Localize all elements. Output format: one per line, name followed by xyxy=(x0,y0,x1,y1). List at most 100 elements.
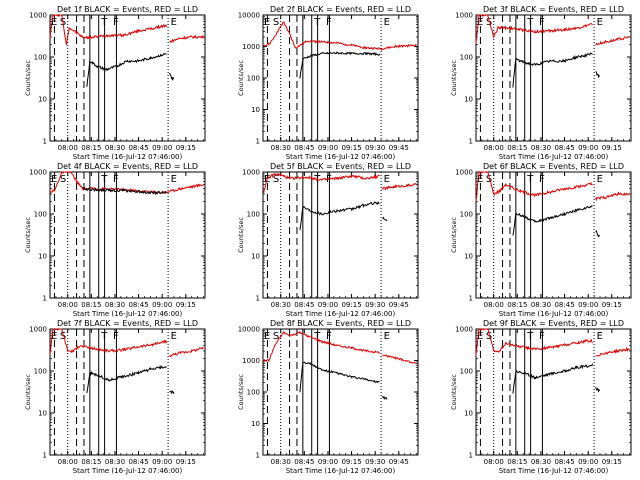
y-tick-label: 10 xyxy=(464,410,473,418)
y-axis-label: Counts/sec xyxy=(237,217,245,253)
plot-frame xyxy=(262,14,419,142)
series-line-lld xyxy=(595,191,630,202)
region-label: S xyxy=(486,331,492,342)
x-tick-label: 09:00 xyxy=(152,301,172,309)
x-tick-label: 09:00 xyxy=(318,301,338,309)
region-label: T xyxy=(526,17,534,28)
y-tick-label: 1000 xyxy=(29,12,47,20)
series-line-lld xyxy=(475,171,593,202)
x-tick-label: 08:30 xyxy=(105,301,125,309)
series-line-events xyxy=(299,51,381,79)
region-label: S xyxy=(60,331,66,342)
x-tick-label: 08:45 xyxy=(294,301,314,309)
x-tick-label: 08:30 xyxy=(531,301,551,309)
region-label: E xyxy=(384,331,390,342)
chart-panel-3: Det 3f BLACK = Events, RED = LLD 1 10 100 10… xyxy=(450,5,632,161)
series-line-events xyxy=(512,52,593,88)
chart-title: Det 8f BLACK = Events, RED = LLD xyxy=(270,319,411,328)
x-tick-label: 09:00 xyxy=(578,144,598,152)
series-line-events xyxy=(382,395,388,400)
chart-title: Det 7f BLACK = Events, RED = LLD xyxy=(57,319,198,328)
region-label: S xyxy=(486,174,492,185)
x-tick-label: 08:30 xyxy=(271,458,291,466)
chart-panel-4: Det 4f BLACK = Events, RED = LLD 1 10 100 10… xyxy=(24,162,206,318)
x-tick-label: 08:00 xyxy=(58,144,78,152)
series-line-events xyxy=(82,187,167,196)
x-tick-label: 09:15 xyxy=(602,301,622,309)
chart-title: Det 5f BLACK = Events, RED = LLD xyxy=(270,162,411,171)
y-tick-label: 1 xyxy=(256,452,260,460)
x-axis-label: Start Time (16-Jul-12 07:46:00) xyxy=(73,153,183,161)
y-axis-label: Counts/sec xyxy=(237,374,245,410)
series-line-events xyxy=(595,71,601,79)
x-tick-label: 09:15 xyxy=(176,458,196,466)
plot-frame xyxy=(475,328,632,456)
series-line-lld xyxy=(382,354,417,365)
region-label: T xyxy=(526,174,534,185)
series-line-lld xyxy=(475,328,593,356)
y-tick-label: 10 xyxy=(38,253,47,261)
x-tick-label: 09:00 xyxy=(152,144,172,152)
x-tick-label: 09:15 xyxy=(602,144,622,152)
y-axis-label: Counts/sec xyxy=(24,217,32,253)
y-tick-label: 100 xyxy=(460,368,473,376)
plot-frame xyxy=(49,14,206,142)
x-tick-label: 09:00 xyxy=(318,458,338,466)
y-tick-label: 100 xyxy=(34,211,47,219)
y-tick-label: 10 xyxy=(251,420,260,428)
series-line-events xyxy=(299,201,380,231)
x-tick-label: 09:15 xyxy=(341,458,361,466)
x-tick-label: 08:15 xyxy=(507,301,527,309)
y-tick-label: 100 xyxy=(34,54,47,62)
region-label: E xyxy=(51,174,57,185)
region-label: E xyxy=(597,331,603,342)
x-tick-label: 08:00 xyxy=(484,301,504,309)
series-line-lld xyxy=(169,34,204,44)
region-label: E xyxy=(51,331,57,342)
plot-frame xyxy=(475,14,632,142)
plot-frame xyxy=(49,171,206,299)
y-tick-label: 10 xyxy=(251,106,260,114)
x-tick-label: 09:00 xyxy=(318,144,338,152)
y-tick-label: 1000 xyxy=(455,12,473,20)
chart-title: Det 9f BLACK = Events, RED = LLD xyxy=(483,319,624,328)
y-tick-label: 10000 xyxy=(238,12,260,20)
x-tick-label: 08:00 xyxy=(484,458,504,466)
plot-frame xyxy=(475,171,632,299)
x-tick-label: 09:45 xyxy=(389,458,409,466)
y-tick-label: 1 xyxy=(43,138,47,146)
region-label: E xyxy=(171,17,177,28)
x-tick-label: 08:45 xyxy=(128,144,148,152)
region-label: T xyxy=(100,174,108,185)
chart-title: Det 6f BLACK = Events, RED = LLD xyxy=(483,162,624,171)
x-tick-label: 08:15 xyxy=(507,458,527,466)
series-line-lld xyxy=(49,328,168,355)
y-axis-label: Counts/sec xyxy=(24,60,32,96)
y-tick-label: 10 xyxy=(38,410,47,418)
y-tick-label: 1000 xyxy=(455,169,473,177)
region-label: E xyxy=(51,17,57,28)
series-line-events xyxy=(512,363,594,394)
x-tick-label: 09:30 xyxy=(365,144,385,152)
region-label: S xyxy=(60,174,66,185)
x-axis-label: Start Time (16-Jul-12 07:46:00) xyxy=(286,467,396,475)
x-tick-label: 09:30 xyxy=(365,458,385,466)
chart-title: Det 3f BLACK = Events, RED = LLD xyxy=(483,5,624,14)
y-tick-label: 1 xyxy=(256,295,260,303)
region-label: E xyxy=(597,17,603,28)
x-tick-label: 09:30 xyxy=(365,301,385,309)
series-line-events xyxy=(169,72,175,81)
plot-frame xyxy=(49,328,206,456)
y-tick-label: 10 xyxy=(464,253,473,261)
region-label: S xyxy=(273,331,279,342)
series-line-lld xyxy=(382,182,417,191)
y-tick-label: 100 xyxy=(247,389,260,397)
x-tick-label: 08:15 xyxy=(81,458,101,466)
x-tick-label: 08:45 xyxy=(294,458,314,466)
chart-panel-5: Det 5f BLACK = Events, RED = LLD 1 10 100 10… xyxy=(237,162,419,318)
region-label: F xyxy=(539,331,545,342)
region-label: E xyxy=(384,174,390,185)
region-label: T xyxy=(100,331,108,342)
x-tick-label: 08:30 xyxy=(531,144,551,152)
